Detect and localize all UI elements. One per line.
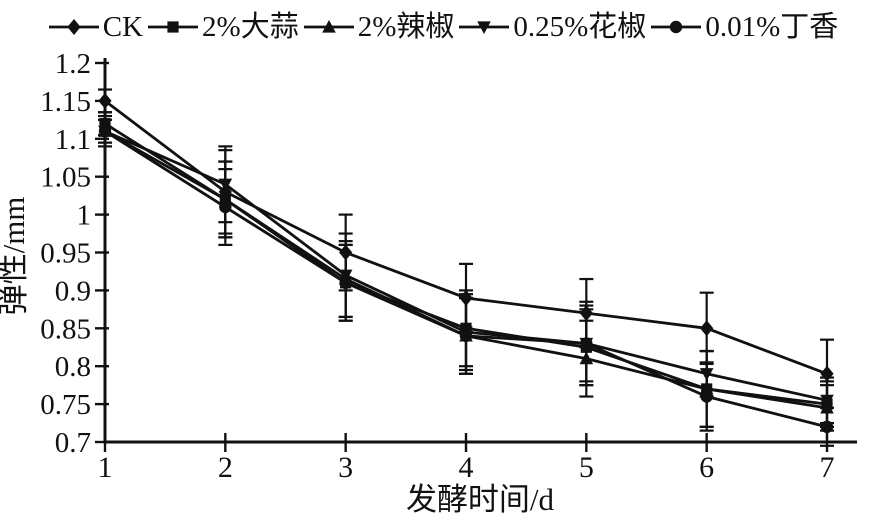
y-tick-label: 1.15 xyxy=(40,86,91,118)
circle-legend-marker xyxy=(670,20,683,34)
square-legend-icon xyxy=(148,21,199,33)
y-tick-label: 0.75 xyxy=(40,389,91,421)
data-point-marker xyxy=(820,394,834,408)
y-tick-label: 1.05 xyxy=(40,162,91,194)
y-tick-label: 0.95 xyxy=(40,238,91,270)
circle-legend-icon xyxy=(651,20,702,34)
x-tick-label: 5 xyxy=(579,451,594,484)
triangle-down-legend-marker xyxy=(477,21,492,34)
data-point-marker xyxy=(820,365,834,382)
y-tick-label: 0.7 xyxy=(55,427,91,459)
diamond-legend-icon xyxy=(48,19,99,35)
data-point-marker xyxy=(338,269,353,283)
legend-label: 2%辣椒 xyxy=(357,10,455,43)
data-point-marker xyxy=(339,276,352,290)
x-tick-label: 7 xyxy=(820,451,835,484)
data-point-marker xyxy=(218,178,233,192)
legend-label: 2%大蒜 xyxy=(202,10,299,43)
x-tick-label: 2 xyxy=(218,451,233,484)
triangle-up-legend-marker xyxy=(321,20,336,33)
x-tick-label: 6 xyxy=(699,451,714,484)
x-axis-label: 发酵时间/d xyxy=(406,482,555,517)
data-point-marker xyxy=(459,289,473,306)
legend-item-series-3: 0.25%花椒 xyxy=(458,10,647,43)
legend-item-series-4: 0.01%丁香 xyxy=(650,10,839,43)
y-axis-label: 弹性/mm xyxy=(0,197,31,316)
data-point-marker xyxy=(579,305,593,322)
data-point-marker xyxy=(820,420,834,434)
data-point-marker xyxy=(699,368,714,381)
data-point-marker xyxy=(218,183,232,200)
legend-label: CK xyxy=(102,10,144,43)
y-tick-label: 0.8 xyxy=(55,351,91,383)
data-point-marker xyxy=(700,390,713,403)
y-tick-label: 0.85 xyxy=(40,313,91,345)
y-tick-label: 1.1 xyxy=(55,124,91,156)
triangle-up-legend-icon xyxy=(303,20,354,33)
square-legend-marker xyxy=(167,21,179,33)
legend-item-series-2: 2%辣椒 xyxy=(303,10,455,43)
data-point-marker xyxy=(580,337,593,350)
data-point-marker xyxy=(579,351,594,365)
chart-legend: CK 2%大蒜 2%辣椒 0.25%花椒 0.01%丁香 xyxy=(0,6,886,48)
y-tick-label: 1.2 xyxy=(55,48,91,80)
data-point-marker xyxy=(219,200,232,214)
legend-label: 0.01%丁香 xyxy=(705,10,839,43)
y-tick-label: 1 xyxy=(77,200,92,232)
y-tick-label: 0.9 xyxy=(55,275,91,307)
x-tick-label: 3 xyxy=(338,451,353,484)
data-point-marker xyxy=(339,244,353,261)
x-tick-label: 4 xyxy=(459,451,474,484)
data-point-marker xyxy=(459,329,473,343)
data-point-marker xyxy=(700,320,714,337)
legend-item-series-1: 2%大蒜 xyxy=(147,10,299,43)
legend-label: 0.25%花椒 xyxy=(513,10,647,43)
legend-item-ck: CK xyxy=(48,10,144,43)
x-tick-label: 1 xyxy=(98,451,113,484)
triangle-down-legend-icon xyxy=(459,21,510,34)
axes-layer: 0.7 0.75 0.8 0.85 0.9 0.95 1 1.05 1.1 1.15 1.2 1 2 3 4… xyxy=(40,48,857,484)
